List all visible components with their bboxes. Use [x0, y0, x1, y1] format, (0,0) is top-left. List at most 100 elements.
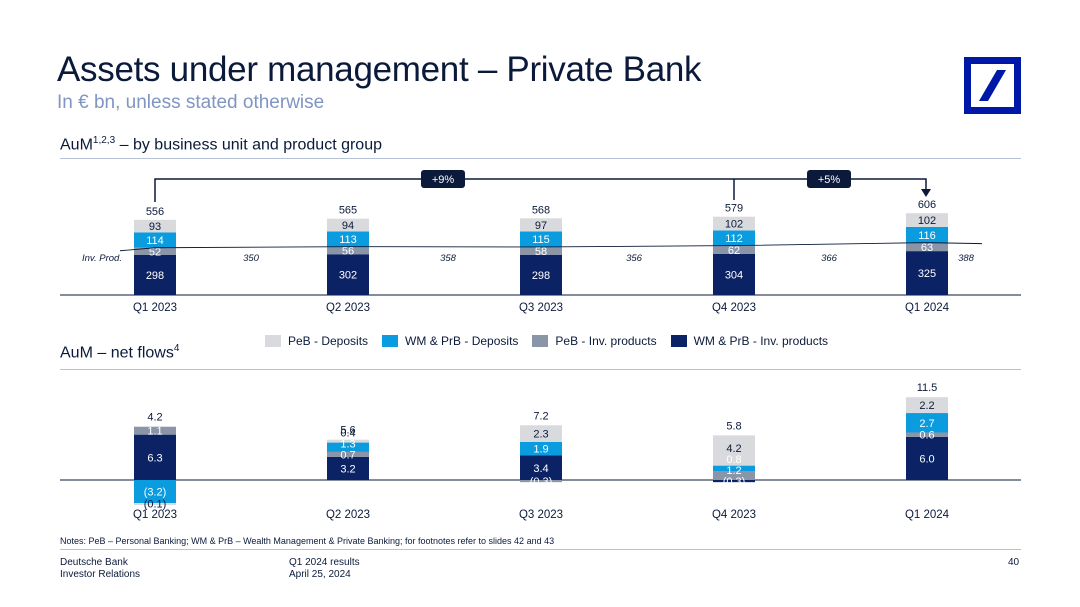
- footer-department: Investor Relations: [60, 569, 141, 580]
- growth-badge: [421, 170, 465, 188]
- data-label: 63: [921, 242, 933, 254]
- bar-segment-peb-deposits: [134, 219, 176, 233]
- total-label: 565: [339, 205, 357, 217]
- bar-segment-peb-inv-products: [134, 247, 176, 255]
- total-label: 5.8: [726, 420, 741, 432]
- x-tick-label: Q2 2023: [326, 509, 370, 521]
- bar-segment-peb-inv-products: [906, 432, 948, 437]
- bar-segment-peb-deposits: [327, 218, 369, 232]
- footer-company: Deutsche Bank Investor Relations: [60, 557, 140, 581]
- aum-section-title: AuM1,2,3 – by business unit and product …: [60, 135, 382, 154]
- total-label: 579: [725, 203, 743, 215]
- data-label: 3.2: [340, 463, 355, 475]
- data-label: 116: [918, 230, 936, 242]
- legend-swatch: [382, 335, 399, 347]
- legend-item-wm-inv-products: WM & PrB - Inv. products: [670, 334, 828, 348]
- data-label: 113: [339, 234, 357, 246]
- bar-segment-peb-deposits: [906, 213, 948, 227]
- section-divider: [60, 369, 1021, 370]
- bar-segment-peb-inv-products: [327, 451, 369, 457]
- legend-item-peb-deposits: PeB - Deposits: [265, 334, 368, 348]
- bar-segment-wm-inv-products: [906, 251, 948, 295]
- x-tick-label: Q1 2024: [905, 509, 950, 521]
- data-label: 58: [535, 246, 547, 258]
- data-label: 6.0: [919, 453, 934, 465]
- data-label: (0.1): [144, 498, 167, 510]
- inv-prod-value: 388: [958, 253, 975, 264]
- data-label: 56: [342, 245, 354, 257]
- legend-item-peb-inv-products: PeB - Inv. products: [532, 334, 657, 348]
- growth-label: +9%: [432, 174, 455, 186]
- data-label: 4.2: [726, 443, 741, 455]
- bar-segment-wm-deposits: [906, 413, 948, 433]
- data-label: 114: [146, 235, 164, 247]
- footer-company-name: Deutsche Bank: [60, 557, 128, 568]
- bar-segment-wm-deposits: [520, 231, 562, 247]
- inv-prod-value: 358: [440, 253, 457, 264]
- page-number: 40: [1008, 557, 1020, 568]
- bar-segment-wm-inv-products: [327, 456, 369, 480]
- deutsche-bank-logo: [964, 57, 1021, 114]
- legend-swatch: [670, 335, 687, 347]
- data-label: 1.3: [340, 438, 355, 450]
- data-label: 2.3: [533, 429, 548, 441]
- data-label: 94: [342, 220, 354, 232]
- bar-segment-peb-deposits: [713, 216, 755, 231]
- footer-report: Q1 2024 results April 25, 2024: [289, 557, 360, 581]
- total-label: 5.6: [340, 425, 355, 437]
- inv-prod-value: 350: [243, 253, 260, 264]
- footer-date: April 25, 2024: [289, 569, 351, 580]
- data-label: 97: [535, 220, 547, 232]
- total-label: 7.2: [533, 410, 548, 422]
- footer-report-name: Q1 2024 results: [289, 557, 360, 568]
- total-label: 556: [146, 206, 164, 218]
- bar-segment-peb-deposits: [327, 439, 369, 443]
- bar-segment-wm-deposits: [906, 226, 948, 243]
- bar-segment-wm-inv-products: [906, 436, 948, 480]
- bar-segment-peb-deposits: [906, 397, 948, 414]
- inv-prod-value: 356: [626, 253, 643, 264]
- total-label: 11.5: [917, 382, 938, 394]
- chart-legend: PeB - Deposits WM & PrB - Deposits PeB -…: [265, 332, 842, 350]
- data-label: 3.4: [533, 463, 548, 475]
- bar-segment-peb-inv-products: [906, 242, 948, 252]
- data-label: 112: [725, 233, 743, 245]
- data-label: 0.8: [726, 454, 741, 466]
- bar-segment-wm-deposits: [327, 231, 369, 247]
- section-divider: [60, 158, 1021, 159]
- bar-segment-peb-inv-products: [520, 246, 562, 255]
- bar-segment-wm-deposits: [713, 465, 755, 472]
- bar-segment-wm-inv-products: [520, 455, 562, 480]
- bar-segment-peb-inv-products: [134, 426, 176, 435]
- inv-prod-label: Inv. Prod.: [82, 253, 122, 264]
- data-label: 302: [339, 270, 357, 282]
- legend-swatch: [265, 335, 281, 347]
- bar-segment-peb-deposits: [134, 503, 176, 506]
- legend-swatch: [532, 335, 549, 347]
- data-label: (0.3): [723, 476, 746, 488]
- bar-segment-peb-deposits: [520, 218, 562, 232]
- data-label: (3.2): [144, 487, 167, 499]
- data-label: 0.7: [340, 449, 355, 461]
- data-label: 1.1: [147, 426, 162, 438]
- inv-prod-line: [119, 242, 983, 252]
- x-tick-label: Q3 2023: [519, 302, 563, 314]
- growth-label: +5%: [818, 174, 841, 186]
- total-label: 568: [532, 204, 550, 216]
- growth-badge: [807, 170, 851, 188]
- data-label: 304: [725, 269, 743, 281]
- bar-segment-wm-inv-products: [520, 254, 562, 295]
- page-subtitle: In € bn, unless stated otherwise: [57, 92, 325, 113]
- bar-segment-wm-inv-products: [713, 253, 755, 295]
- bar-segment-peb-deposits: [520, 425, 562, 442]
- x-tick-label: Q3 2023: [519, 509, 563, 521]
- data-label: 6.3: [147, 452, 162, 464]
- data-label: 115: [532, 234, 550, 246]
- bar-segment-peb-inv-products: [713, 471, 755, 480]
- x-tick-label: Q4 2023: [712, 509, 756, 521]
- bar-segment-wm-inv-products: [134, 254, 176, 295]
- data-label: 298: [146, 270, 164, 282]
- net-flows-section-title: AuM – net flows4: [60, 343, 180, 362]
- data-label: 1.9: [533, 444, 548, 456]
